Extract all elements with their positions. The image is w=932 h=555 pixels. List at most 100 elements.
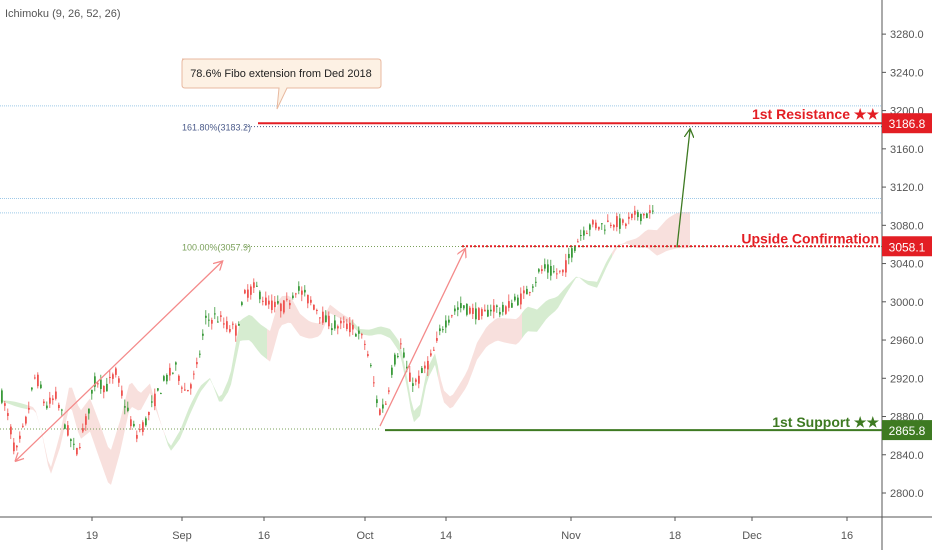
candle-body	[214, 313, 216, 315]
candle-body	[289, 302, 291, 306]
cloud-segment	[573, 276, 576, 283]
cloud-segment	[186, 407, 189, 425]
candle-body	[424, 365, 426, 369]
candle-body	[193, 373, 195, 375]
cloud-segment	[336, 309, 339, 318]
indicator-label[interactable]: Ichimoku (9, 26, 52, 26)	[5, 8, 121, 20]
cloud-segment	[369, 329, 372, 336]
candle-body	[442, 329, 444, 331]
x-tick-label: 16	[841, 530, 853, 542]
candle-body	[163, 376, 165, 381]
candle-body	[169, 367, 171, 376]
candle-body	[274, 301, 276, 308]
x-tick-label: 18	[669, 530, 681, 542]
candle-body	[43, 401, 45, 404]
cloud-segment	[6, 400, 9, 404]
cloud-segment	[24, 404, 27, 410]
cloud-segment	[399, 341, 402, 363]
candle-body	[202, 333, 204, 336]
candle-body	[79, 447, 81, 449]
cloud-segment	[588, 280, 591, 286]
candle-body	[151, 401, 153, 403]
cloud-segment	[9, 400, 12, 406]
cloud-segment	[366, 329, 369, 336]
candle-body	[352, 324, 354, 330]
cloud-segment	[576, 276, 579, 279]
cloud-segment	[207, 378, 210, 384]
candle-body	[190, 384, 192, 389]
cloud-segment	[93, 405, 96, 449]
candle-body	[52, 398, 54, 401]
candle-body	[316, 309, 318, 311]
cloud-segment	[117, 420, 120, 464]
cloud-segment	[441, 380, 444, 403]
cloud-segment	[600, 269, 603, 282]
candle-body	[73, 443, 75, 445]
candle-body	[325, 315, 327, 323]
candle-body	[94, 376, 96, 387]
y-tick-label: 3280.0	[890, 29, 924, 41]
cloud-segment	[36, 411, 39, 424]
cloud-segment	[558, 292, 561, 308]
cloud-segment	[555, 296, 558, 312]
candle-body	[301, 290, 303, 295]
cloud-segment	[450, 394, 453, 409]
candle-body	[505, 306, 507, 314]
price-badge-label: 3186.8	[889, 117, 926, 131]
cloud-segment	[75, 396, 78, 432]
candle-body	[565, 260, 567, 273]
candle-body	[70, 439, 72, 441]
pink-arrow-1	[14, 262, 222, 462]
cloud-segment	[408, 382, 411, 411]
cloud-segment	[225, 380, 228, 397]
cloud-segment	[309, 320, 312, 339]
candle-body	[85, 416, 87, 425]
cloud-segment	[114, 430, 117, 475]
candle-body	[553, 271, 555, 273]
candle-body	[142, 422, 144, 432]
cloud-segment	[507, 318, 510, 344]
candle-body	[559, 270, 561, 272]
cloud-segment	[99, 421, 102, 466]
cloud-segment	[333, 306, 336, 317]
cloud-segment	[621, 243, 624, 246]
candle-body	[511, 303, 513, 308]
candle-body	[487, 309, 489, 317]
candle-body	[97, 383, 99, 385]
cloud-segment	[570, 279, 573, 288]
candle-body	[37, 374, 39, 387]
candle-body	[445, 320, 447, 328]
candle-body	[322, 311, 324, 323]
candle-body	[529, 292, 531, 294]
candle-body	[397, 355, 399, 358]
candle-body	[643, 213, 645, 216]
candle-body	[547, 264, 549, 273]
candle-body	[460, 303, 462, 309]
cloud-segment	[195, 390, 198, 404]
candle-body	[586, 233, 588, 235]
cloud-segment	[567, 282, 570, 293]
candle-body	[499, 312, 501, 315]
candle-body	[16, 445, 18, 448]
candle-body	[451, 315, 453, 317]
cloud-segment	[606, 257, 609, 269]
candle-body	[370, 365, 372, 367]
pink-arrow-1-tail	[14, 452, 25, 463]
cloud-segment	[456, 385, 459, 403]
cloud-segment	[594, 281, 597, 288]
candle-body	[448, 319, 450, 323]
cloud-segment	[453, 389, 456, 407]
candle-body	[166, 374, 168, 382]
candle-body	[211, 319, 213, 324]
cloud-segment	[57, 434, 60, 457]
cloud-segment	[216, 390, 219, 402]
candle-body	[208, 319, 210, 321]
cloud-segment	[444, 390, 447, 406]
cloud-segment	[630, 239, 633, 247]
candle-body	[28, 407, 30, 410]
candle-body	[34, 377, 36, 379]
candle-body	[100, 379, 102, 390]
